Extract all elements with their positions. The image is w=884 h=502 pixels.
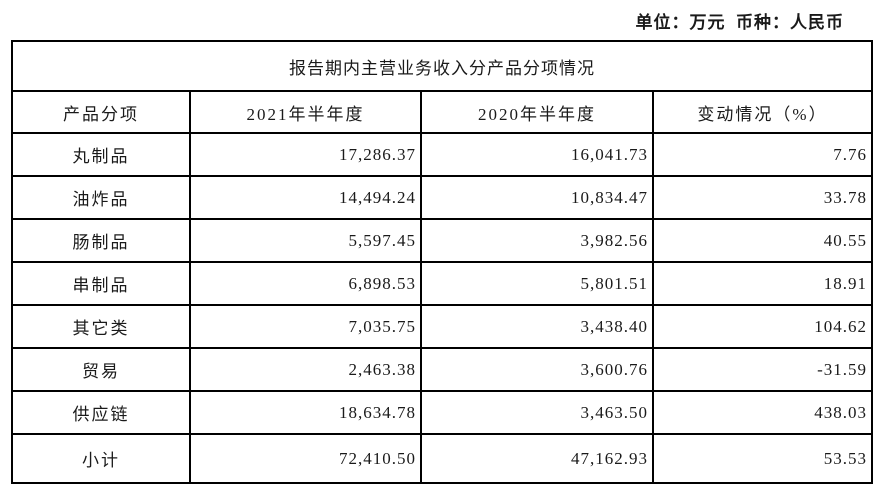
table-row-subtotal: 小计 72,410.50 47,162.93 53.53 (11, 433, 873, 484)
product-label: 串制品 (11, 261, 191, 306)
unit-currency-note: 单位：万元 币种：人民币 (635, 13, 844, 32)
value-change-pct: -31.59 (652, 347, 873, 392)
revenue-by-product-table: 报告期内主营业务收入分产品分项情况 产品分项 2021年半年度 2020年半年度… (11, 40, 873, 484)
value-2020-h1: 3,463.50 (420, 390, 654, 435)
value-2021-h1: 2,463.38 (189, 347, 422, 392)
product-label: 贸易 (11, 347, 191, 392)
value-2020-h1: 3,600.76 (420, 347, 654, 392)
table-header-row: 产品分项 2021年半年度 2020年半年度 变动情况（%） (11, 90, 873, 134)
product-label: 供应链 (11, 390, 191, 435)
product-label: 其它类 (11, 304, 191, 349)
value-2021-h1: 5,597.45 (189, 218, 422, 263)
value-2020-h1: 5,801.51 (420, 261, 654, 306)
table-title-row: 报告期内主营业务收入分产品分项情况 (11, 40, 873, 92)
value-2021-h1: 18,634.78 (189, 390, 422, 435)
value-2021-h1: 14,494.24 (189, 175, 422, 220)
value-2021-h1: 72,410.50 (189, 433, 422, 484)
column-header-2020-h1: 2020年半年度 (420, 90, 654, 134)
table-row: 丸制品 17,286.37 16,041.73 7.76 (11, 132, 873, 177)
product-label: 小计 (11, 433, 191, 484)
value-2020-h1: 3,982.56 (420, 218, 654, 263)
value-change-pct: 18.91 (652, 261, 873, 306)
value-change-pct: 7.76 (652, 132, 873, 177)
value-change-pct: 104.62 (652, 304, 873, 349)
product-label: 油炸品 (11, 175, 191, 220)
product-label: 丸制品 (11, 132, 191, 177)
table-row: 油炸品 14,494.24 10,834.47 33.78 (11, 175, 873, 220)
column-header-product: 产品分项 (11, 90, 191, 134)
table-row: 贸易 2,463.38 3,600.76 -31.59 (11, 347, 873, 392)
table-row: 供应链 18,634.78 3,463.50 438.03 (11, 390, 873, 435)
value-change-pct: 33.78 (652, 175, 873, 220)
value-change-pct: 438.03 (652, 390, 873, 435)
table-title: 报告期内主营业务收入分产品分项情况 (11, 40, 873, 92)
column-header-change-pct: 变动情况（%） (652, 90, 873, 134)
value-2021-h1: 6,898.53 (189, 261, 422, 306)
table-row: 串制品 6,898.53 5,801.51 18.91 (11, 261, 873, 306)
value-2020-h1: 47,162.93 (420, 433, 654, 484)
value-2021-h1: 7,035.75 (189, 304, 422, 349)
product-label: 肠制品 (11, 218, 191, 263)
value-2020-h1: 3,438.40 (420, 304, 654, 349)
table-row: 肠制品 5,597.45 3,982.56 40.55 (11, 218, 873, 263)
value-change-pct: 40.55 (652, 218, 873, 263)
table-row: 其它类 7,035.75 3,438.40 104.62 (11, 304, 873, 349)
value-2020-h1: 10,834.47 (420, 175, 654, 220)
value-change-pct: 53.53 (652, 433, 873, 484)
column-header-2021-h1: 2021年半年度 (189, 90, 422, 134)
value-2020-h1: 16,041.73 (420, 132, 654, 177)
value-2021-h1: 17,286.37 (189, 132, 422, 177)
